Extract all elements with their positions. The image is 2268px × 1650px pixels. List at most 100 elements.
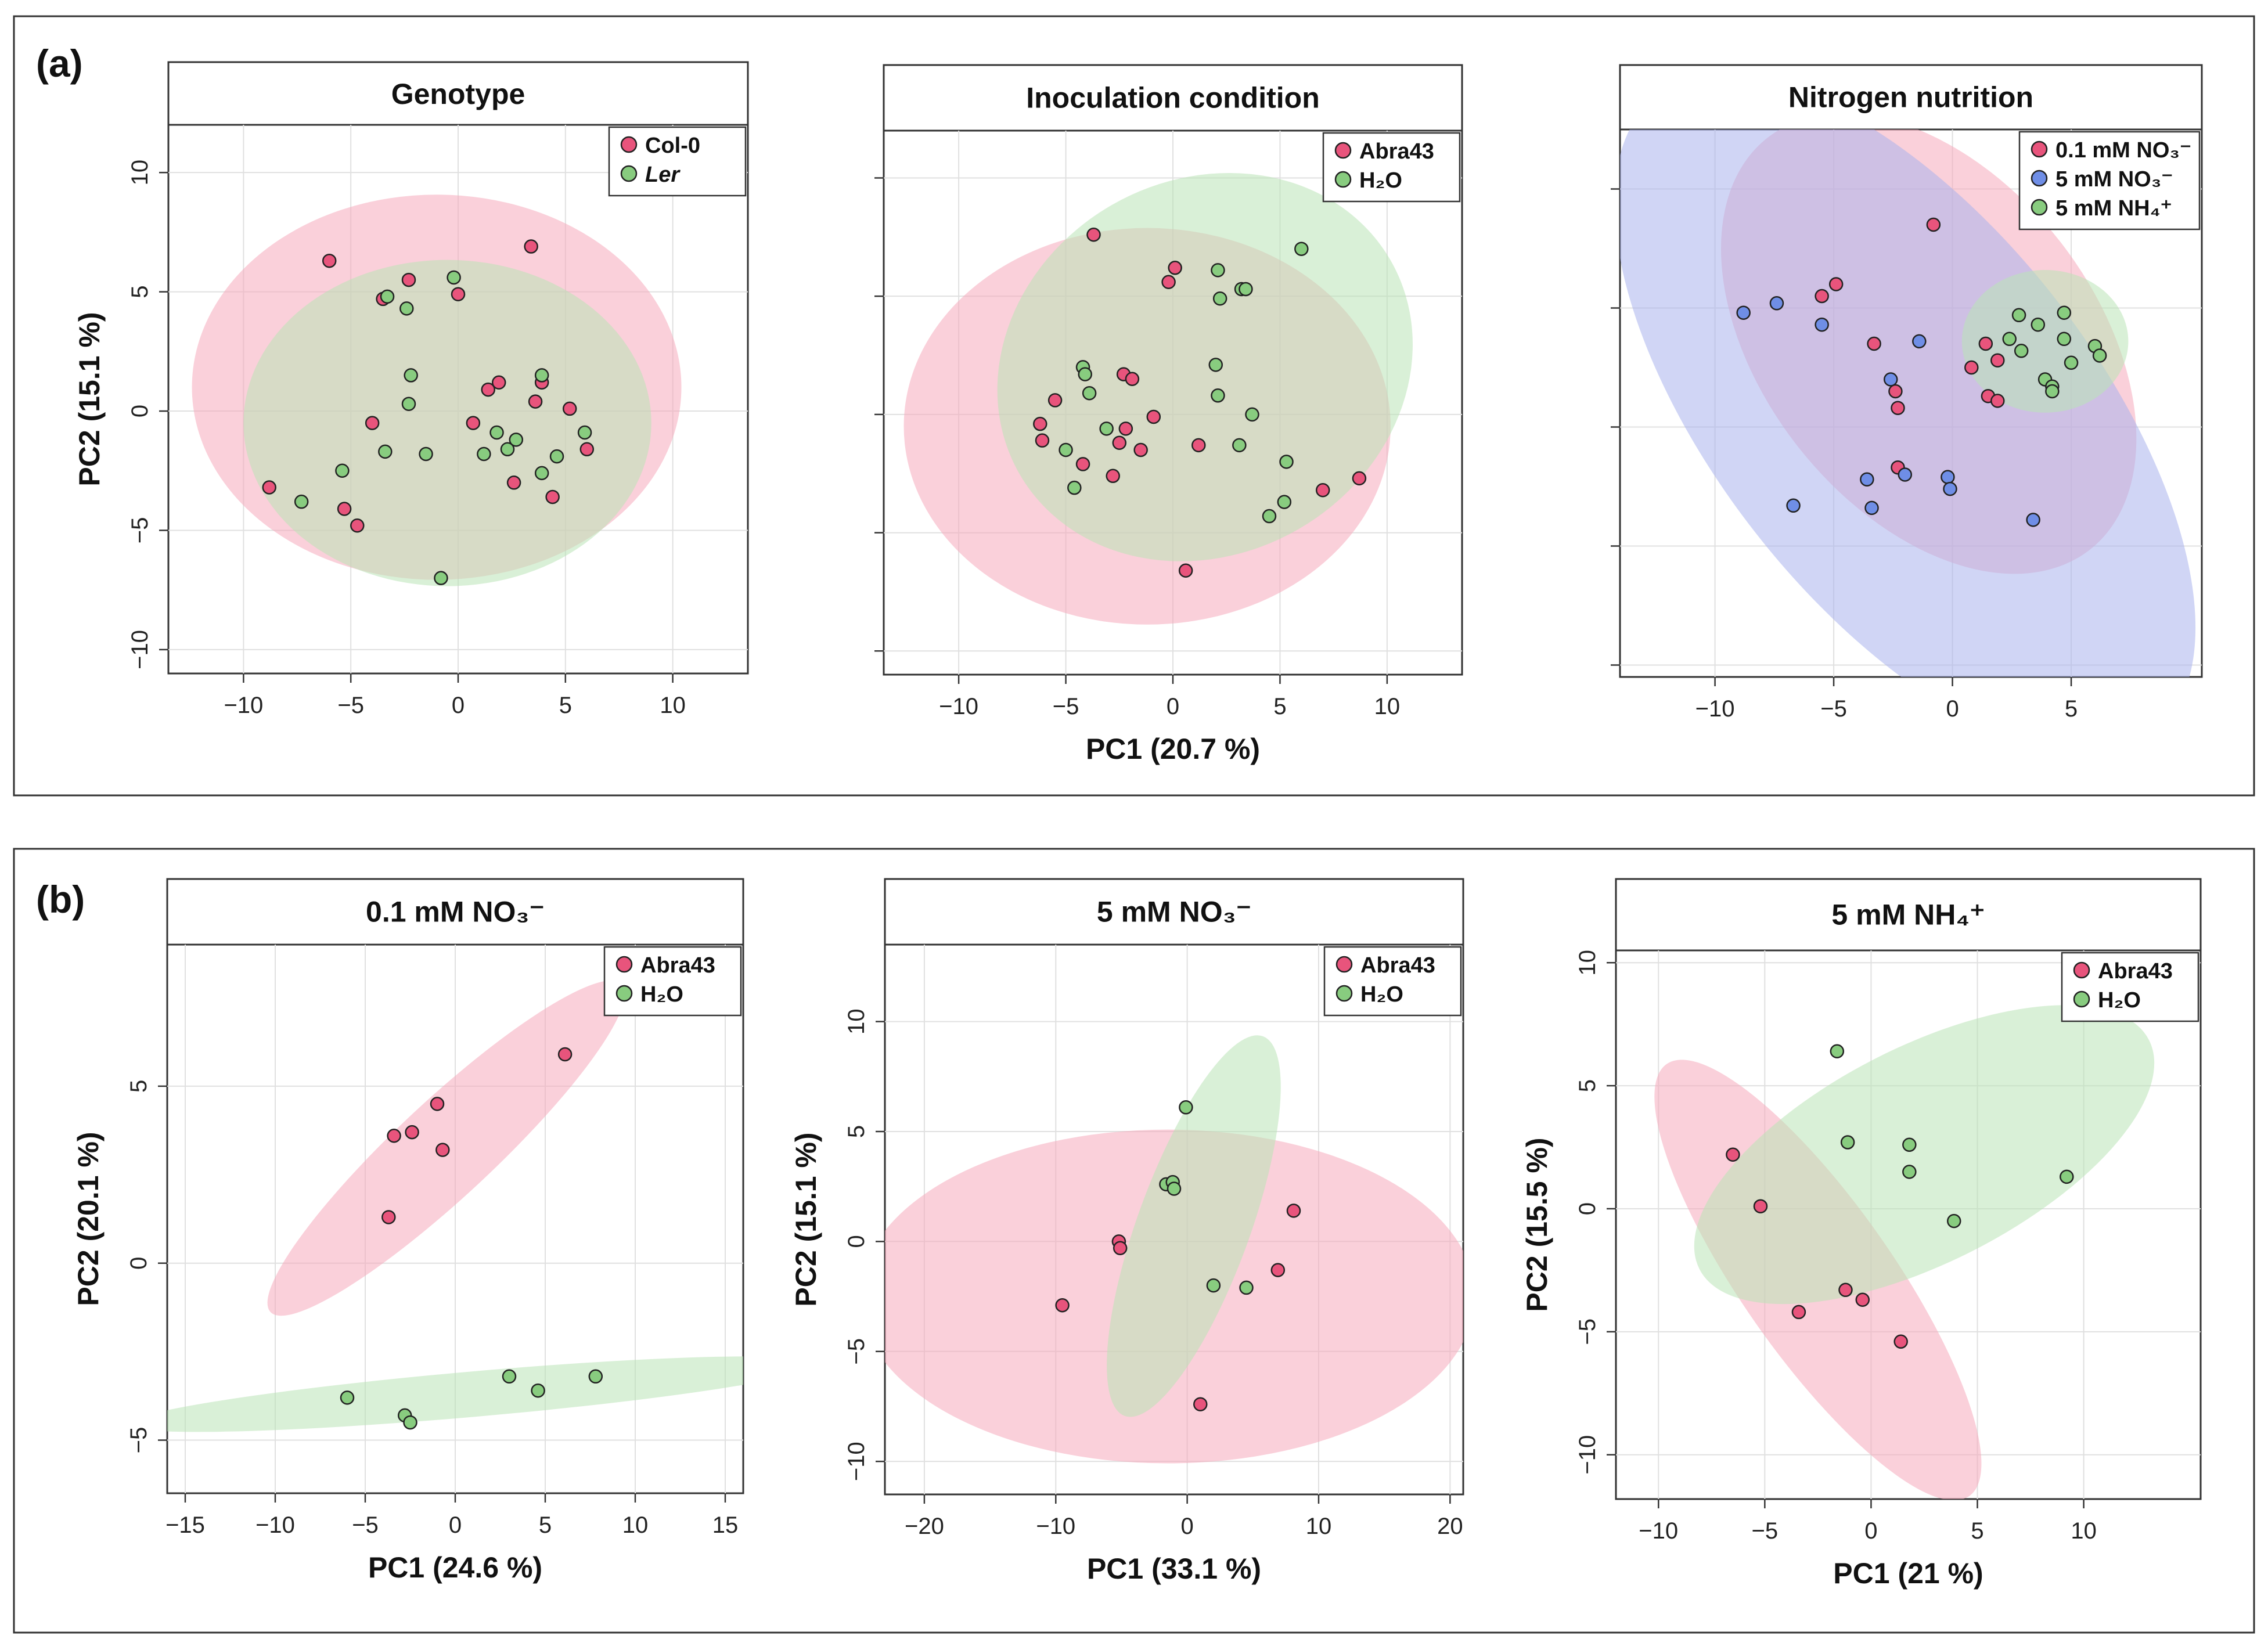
legend-label: H₂O xyxy=(2098,988,2141,1013)
data-point xyxy=(500,442,515,457)
y-tick-label: −10 xyxy=(844,1442,869,1481)
legend-swatch xyxy=(2031,199,2048,216)
data-point xyxy=(1943,481,1957,496)
data-point xyxy=(1815,289,1829,304)
data-point xyxy=(1855,1292,1870,1307)
data-point xyxy=(1055,1298,1070,1313)
data-point xyxy=(1206,1278,1221,1293)
data-point xyxy=(1168,261,1182,275)
data-point xyxy=(1099,421,1114,436)
data-point xyxy=(365,416,380,430)
data-point xyxy=(1883,372,1898,387)
legend-swatch xyxy=(1335,956,1353,973)
data-point xyxy=(1059,442,1073,457)
y-tick-label: 10 xyxy=(127,160,153,186)
data-point xyxy=(481,382,495,397)
legend-label: 0.1 mM NO₃⁻ xyxy=(2055,138,2191,163)
x-tick-label: 0 xyxy=(449,1512,462,1538)
y-tick-label: 5 xyxy=(127,285,153,298)
data-point xyxy=(387,1128,401,1143)
data-point xyxy=(337,502,352,516)
y-tick-label: 0 xyxy=(844,1235,869,1248)
data-point xyxy=(401,397,416,411)
data-point xyxy=(2057,332,2072,347)
confidence-ellipse xyxy=(167,1356,743,1432)
plot-title-strip xyxy=(883,64,1463,132)
legend-box xyxy=(2018,131,2201,230)
legend-label: Col-0 xyxy=(645,134,700,158)
x-axis-title: PC1 (24.6 %) xyxy=(368,1551,542,1584)
data-point xyxy=(2011,308,2026,323)
ellipses xyxy=(1654,1005,2155,1499)
data-point xyxy=(1964,360,1979,375)
x-tick-label: −15 xyxy=(165,1512,205,1538)
data-point xyxy=(451,287,466,301)
x-tick-label: 10 xyxy=(1306,1514,1332,1539)
data-point xyxy=(1262,509,1277,524)
plot-1: Genotype −10 −5 0 5 10 10 5 0 −5 −10 Col-0 Ler PC2 (1… xyxy=(73,61,749,718)
data-point xyxy=(1086,228,1101,242)
plot-title-strip xyxy=(1615,878,2202,952)
plot-title: 0.1 mM NO₃⁻ xyxy=(366,896,545,928)
legend-swatch xyxy=(1334,142,1352,159)
data-point xyxy=(430,1097,445,1111)
data-point xyxy=(1926,217,1941,232)
plot-2: Inoculation condition −10 −5 0 5 10 Abra43 H₂O P… xyxy=(874,64,1463,765)
data-point xyxy=(1791,1305,1806,1320)
y-tick-label: 10 xyxy=(1575,950,1600,976)
data-point xyxy=(1294,242,1309,256)
data-point xyxy=(322,253,337,268)
data-point xyxy=(528,394,543,409)
data-point xyxy=(335,463,350,478)
data-point xyxy=(1212,291,1227,306)
data-point xyxy=(1941,470,1955,484)
data-point xyxy=(1125,372,1140,387)
data-point xyxy=(1118,421,1133,436)
data-point xyxy=(294,494,309,509)
legend-swatch xyxy=(620,136,638,153)
data-point xyxy=(557,1047,573,1062)
data-point xyxy=(1211,388,1225,403)
panel-b-frame xyxy=(13,848,2255,1634)
x-tick-label: 10 xyxy=(622,1512,649,1538)
data-point xyxy=(1033,416,1047,431)
x-tick-label: −5 xyxy=(352,1512,379,1538)
legend-label: H₂O xyxy=(1360,982,1403,1007)
data-point xyxy=(1888,384,1903,399)
data-point xyxy=(380,289,395,304)
y-axis-title: PC2 (15.1 %) xyxy=(790,1132,822,1306)
data-point xyxy=(1838,1282,1853,1298)
data-point xyxy=(524,239,538,254)
data-point xyxy=(1830,1044,1845,1058)
legend-swatch xyxy=(620,165,638,182)
y-tick-label: 5 xyxy=(1575,1079,1600,1092)
data-point xyxy=(1161,275,1176,289)
data-point xyxy=(1208,358,1223,372)
data-point xyxy=(1075,457,1090,471)
data-point xyxy=(1753,1199,1768,1213)
y-tick-label: 0 xyxy=(126,1257,152,1270)
data-point xyxy=(434,571,448,585)
plot-4: 0.1 mM NO₃⁻ −15 −10 −5 0 5 10 15 5 0 −5 Abra43 H₂O PC… xyxy=(72,878,744,1584)
x-tick-label: 0 xyxy=(1167,694,1179,719)
x-tick-label: −10 xyxy=(939,694,978,719)
data-point xyxy=(477,446,491,462)
data-point xyxy=(262,480,276,495)
y-tick-label: 5 xyxy=(844,1125,869,1138)
data-point xyxy=(1279,455,1294,469)
data-point xyxy=(1902,1165,1917,1179)
plot-3: Nitrogen nutrition −10 −5 0 5 0.1 mM NO₃⁻ 5 mM… xyxy=(1611,64,2203,722)
data-point xyxy=(1167,1181,1182,1196)
data-point xyxy=(534,466,549,481)
y-tick-label: −5 xyxy=(844,1338,869,1365)
data-point xyxy=(1179,1100,1193,1115)
x-axis-title: PC1 (21 %) xyxy=(1833,1557,1983,1590)
data-point xyxy=(502,1369,517,1384)
data-point xyxy=(1860,472,1874,487)
data-point xyxy=(1828,277,1844,291)
x-tick-label: −5 xyxy=(337,693,364,718)
data-point xyxy=(378,444,393,459)
data-point xyxy=(1067,480,1082,495)
data-point xyxy=(2014,344,2029,358)
